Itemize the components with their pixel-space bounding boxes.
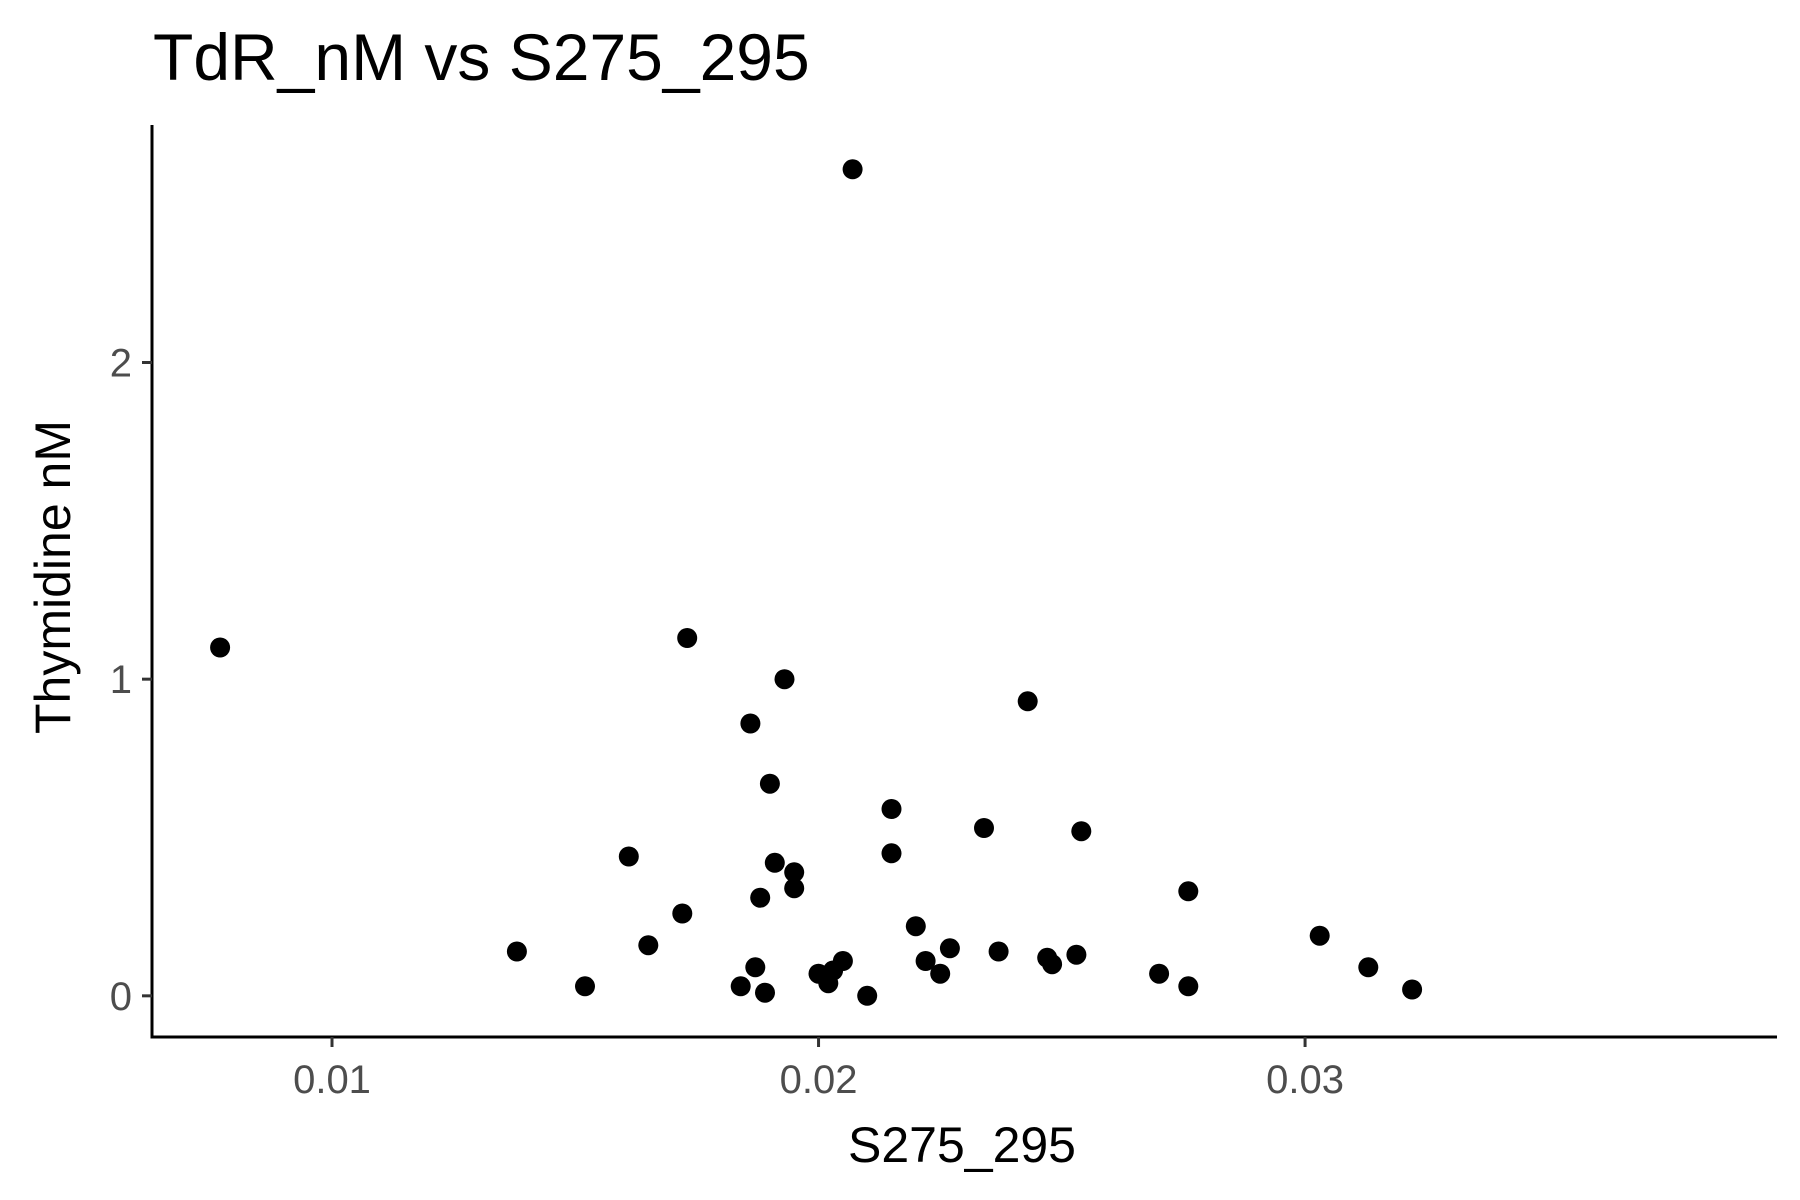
data-point-24: [881, 799, 902, 819]
y-axis-ticks: 0 1 2: [110, 342, 152, 1019]
data-point-39: [1178, 976, 1199, 997]
chart-title: TdR_nM vs S275_295: [153, 20, 810, 94]
points-layer: [210, 159, 1423, 1006]
data-point-2: [506, 941, 527, 962]
data-point-38: [1178, 881, 1199, 902]
data-point-21: [832, 951, 853, 971]
data-point-16: [784, 862, 805, 883]
data-point-41: [1358, 957, 1379, 978]
data-point-32: [1017, 691, 1038, 712]
x-axis-ticks: 0.01 0.02 0.03: [293, 1037, 1344, 1102]
data-point-31: [988, 941, 1009, 962]
data-point-15: [774, 669, 795, 690]
y-tick-label: 1: [110, 658, 132, 702]
data-point-35: [1066, 944, 1087, 965]
data-point-42: [1402, 979, 1423, 1000]
data-point-40: [1309, 925, 1330, 946]
y-tick-label: 2: [110, 342, 132, 386]
data-point-12: [755, 982, 775, 1003]
data-point-28: [930, 963, 951, 984]
y-tick-label: 0: [110, 975, 132, 1019]
data-point-3: [575, 976, 595, 997]
data-point-34: [1042, 954, 1063, 975]
data-point-36: [1071, 821, 1092, 842]
data-point-11: [750, 887, 771, 908]
data-point-14: [764, 852, 785, 873]
data-point-25: [881, 843, 902, 864]
data-point-22: [842, 159, 863, 180]
data-point-6: [672, 903, 693, 924]
data-point-5: [638, 935, 659, 956]
data-point-37: [1149, 963, 1170, 984]
data-point-4: [618, 846, 639, 867]
data-point-8: [730, 976, 751, 997]
data-point-27: [915, 951, 936, 971]
data-point-26: [905, 916, 926, 937]
data-point-7: [677, 628, 698, 648]
data-point-10: [745, 957, 766, 978]
y-axis-title: Thymidine nM: [25, 420, 81, 734]
data-point-29: [939, 938, 960, 959]
data-point-13: [759, 773, 780, 794]
x-tick-label: 0.01: [293, 1058, 371, 1102]
data-point-1: [210, 637, 231, 658]
data-point-9: [740, 713, 761, 734]
x-tick-label: 0.03: [1266, 1058, 1344, 1102]
x-tick-label: 0.02: [780, 1058, 858, 1102]
data-point-23: [857, 985, 878, 1006]
data-point-17: [784, 878, 805, 899]
x-axis-title: S275_295: [848, 1117, 1076, 1173]
data-point-30: [974, 818, 994, 838]
